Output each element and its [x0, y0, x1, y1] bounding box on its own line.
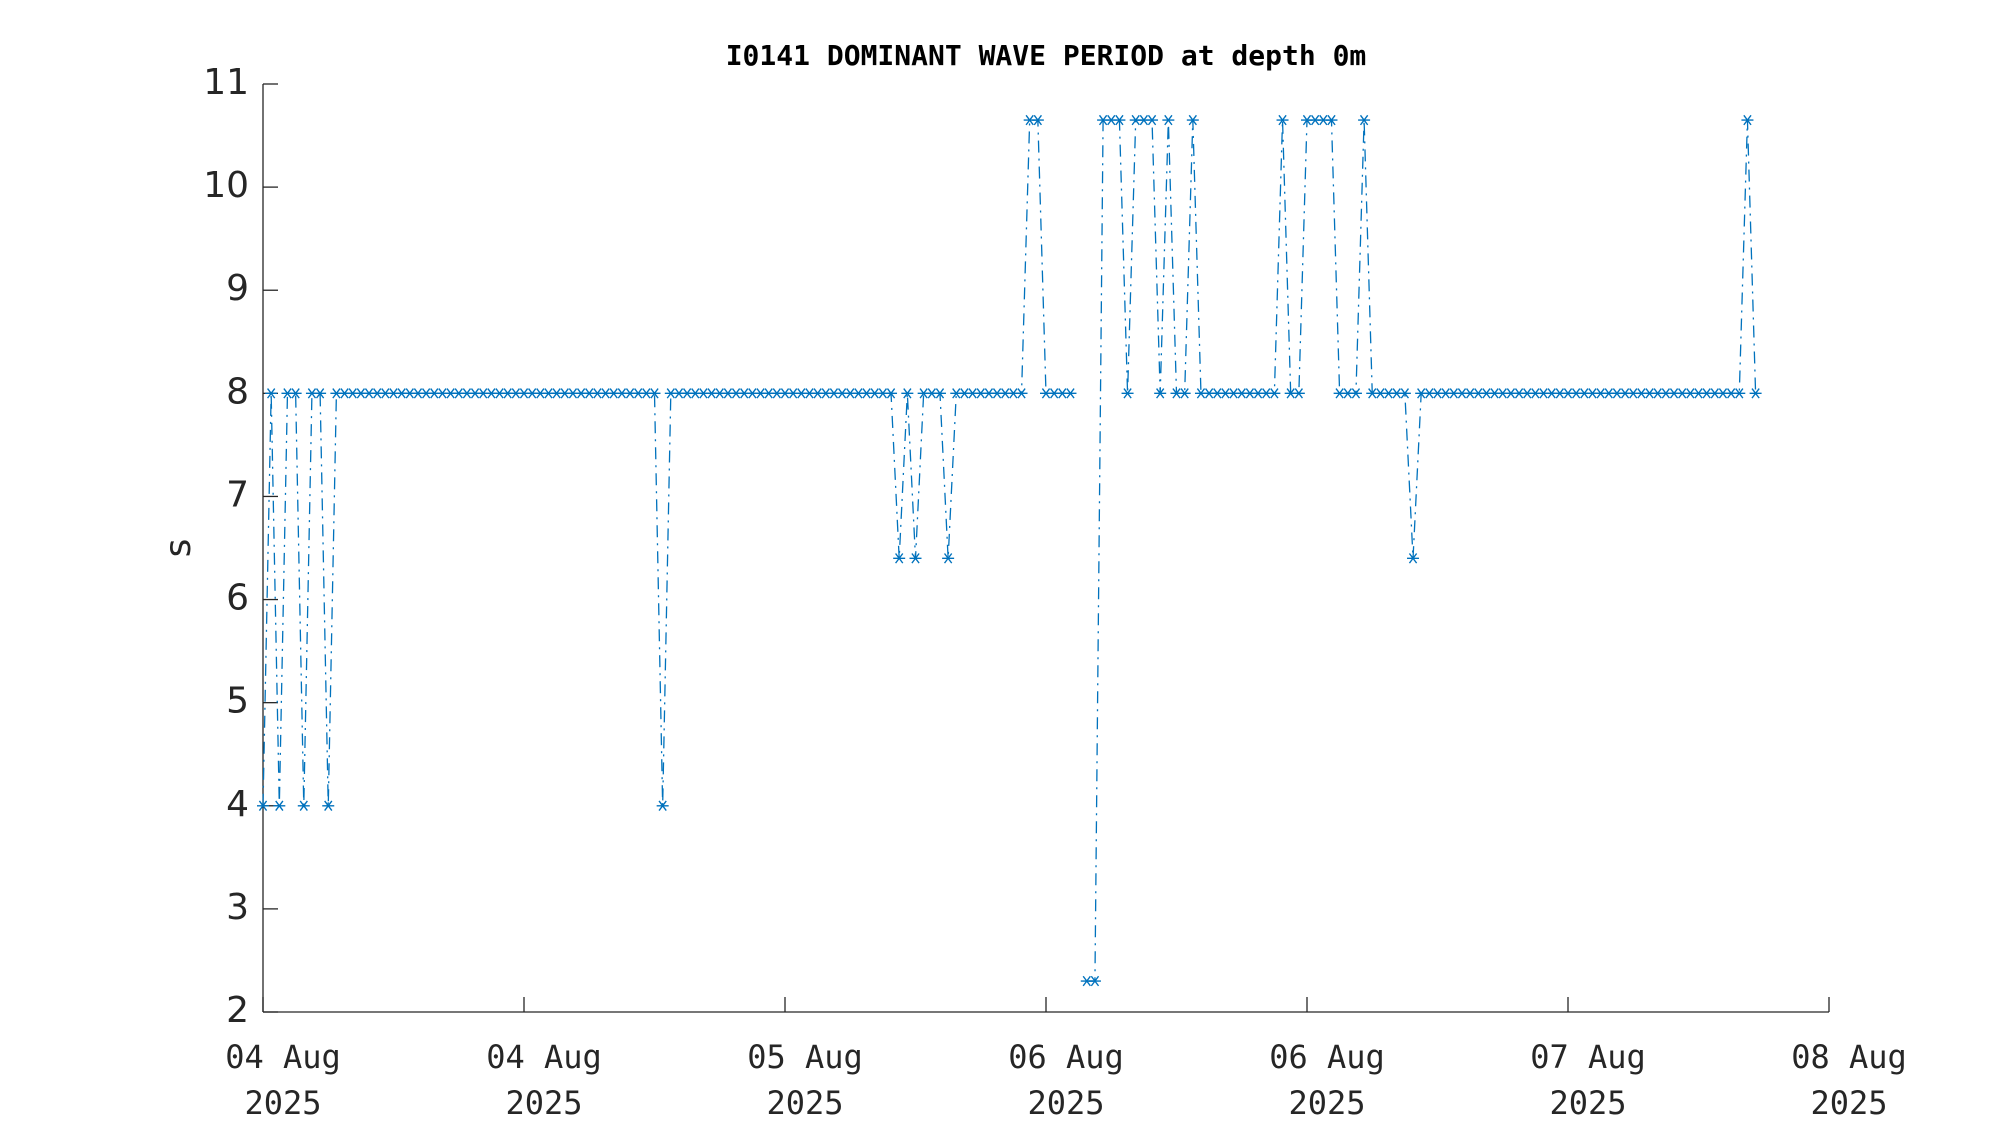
data-line — [262, 119, 1757, 982]
data-marker — [1031, 114, 1044, 126]
data-marker — [1088, 975, 1101, 987]
data-marker — [1749, 388, 1762, 399]
data-marker — [314, 388, 327, 399]
data-marker — [289, 388, 302, 399]
y-tick-label: 11 — [203, 62, 249, 103]
data-marker — [942, 553, 955, 564]
data-marker — [1268, 388, 1281, 399]
data-marker — [1154, 388, 1167, 399]
data-marker — [273, 800, 286, 811]
data-marker — [1146, 114, 1159, 126]
data-marker — [1015, 388, 1028, 399]
y-tick-label: 7 — [226, 474, 249, 515]
data-marker — [1178, 388, 1191, 399]
data-marker — [257, 800, 269, 811]
data-marker — [297, 800, 310, 811]
data-marker — [1186, 114, 1199, 126]
data-marker — [901, 388, 914, 399]
data-marker — [1407, 553, 1420, 564]
y-tick-label: 6 — [226, 578, 249, 619]
data-marker — [1276, 114, 1289, 126]
data-marker — [909, 553, 922, 564]
y-tick-label: 4 — [226, 784, 249, 825]
x-tick-label: 06 Aug 2025 — [1269, 1038, 1385, 1122]
y-tick-label: 10 — [203, 165, 249, 206]
y-tick-label: 8 — [226, 371, 249, 412]
data-marker — [1064, 388, 1077, 399]
x-tick-label: 04 Aug 2025 — [225, 1038, 341, 1122]
x-tick-label: 07 Aug 2025 — [1530, 1038, 1646, 1122]
x-tick-label: 05 Aug 2025 — [747, 1038, 863, 1122]
data-marker — [648, 388, 661, 399]
data-marker — [1733, 388, 1746, 399]
data-marker — [1292, 388, 1305, 399]
data-marker — [1113, 114, 1126, 126]
chart-title: I0141 DOMINANT WAVE PERIOD at depth 0m — [726, 39, 1367, 72]
x-tick-label: 08 Aug 2025 — [1791, 1038, 1907, 1122]
data-marker — [1325, 114, 1338, 126]
y-axis-label: s — [158, 539, 199, 558]
data-marker — [1162, 114, 1175, 126]
data-marker — [1121, 388, 1134, 399]
data-marker — [893, 553, 906, 564]
y-tick-label: 3 — [226, 887, 249, 928]
data-marker — [1398, 388, 1411, 399]
data-marker — [1741, 114, 1754, 126]
data-marker — [265, 388, 278, 399]
data-marker — [1349, 388, 1362, 399]
y-tick-label: 5 — [226, 681, 249, 722]
x-tick-label: 04 Aug 2025 — [486, 1038, 602, 1122]
data-marker — [656, 800, 669, 811]
x-tick-label: 06 Aug 2025 — [1008, 1038, 1124, 1122]
y-tick-label: 9 — [226, 268, 249, 309]
data-marker — [885, 388, 898, 399]
data-marker — [322, 800, 335, 811]
y-tick-label: 2 — [226, 990, 249, 1031]
data-marker — [933, 388, 946, 399]
data-marker — [1358, 114, 1371, 126]
